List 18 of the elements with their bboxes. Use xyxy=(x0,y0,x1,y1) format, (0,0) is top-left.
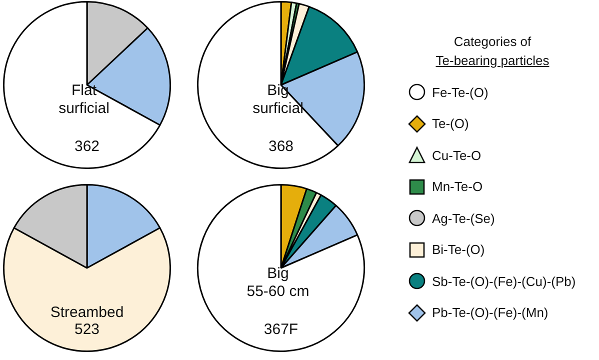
text: Streambed xyxy=(50,304,124,322)
text: 367F xyxy=(264,321,298,338)
text: Te-bearing particles xyxy=(434,53,550,68)
text: 362 xyxy=(74,138,100,156)
legend-label: Te-(O) xyxy=(432,116,469,131)
legend-label: Sb-Te-(O)-(Fe)-(Cu)-(Pb) xyxy=(432,274,576,288)
legend-label: Ag-Te-(Se) xyxy=(432,210,495,226)
text: Flat surficial xyxy=(58,82,110,118)
legend-label: Bi-Te-(O) xyxy=(432,242,485,257)
text: Big 55-60 cm xyxy=(246,265,310,300)
legend-label: Mn-Te-O xyxy=(432,179,483,194)
legend-label: Fe-Te-(O) xyxy=(432,84,488,100)
text: Categories of xyxy=(452,34,532,49)
text: Big surficial xyxy=(252,82,304,118)
text: 523 xyxy=(74,321,100,338)
text: 368 xyxy=(268,138,294,156)
legend-label: Pb-Te-(O)-(Fe)-(Mn) xyxy=(432,305,548,320)
legend-label: Cu-Te-O xyxy=(432,148,482,162)
